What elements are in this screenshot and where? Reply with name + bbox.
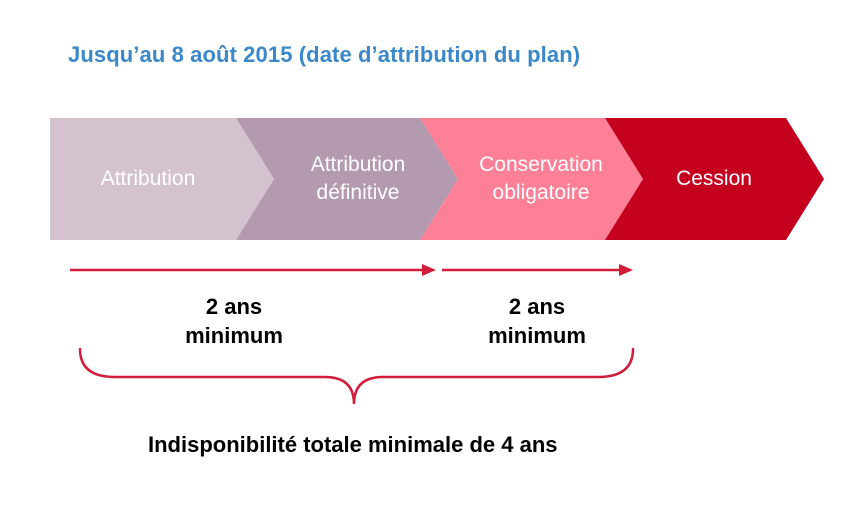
step-label-line: Cession <box>676 167 752 190</box>
total-duration-label: Indisponibilité totale minimale de 4 ans <box>148 432 558 457</box>
step-attribution-definitive-shape <box>236 118 458 240</box>
step-label-line: Attribution <box>310 153 406 176</box>
step-cession-shape <box>605 118 824 240</box>
total-brace <box>78 347 635 405</box>
diagram-title: Jusqu’au 8 août 2015 (date d’attribution… <box>68 42 581 67</box>
duration-qualifier: minimum <box>185 323 283 348</box>
step-conservation-obligatoire-shape <box>420 118 643 240</box>
step-label-line: obligatoire <box>492 181 590 204</box>
duration-value: 2 ans <box>205 294 263 319</box>
step-label-line: Conservation <box>479 153 603 176</box>
step-label-attribution-definitive: Attribution définitive <box>266 151 450 207</box>
step-label-line: Attribution <box>100 167 196 190</box>
duration-qualifier: minimum <box>488 323 586 348</box>
duration-arrow-2 <box>442 264 633 276</box>
duration-label-1: 2 ans minimum <box>144 292 324 350</box>
step-label-conservation-obligatoire: Conservation obligatoire <box>448 151 634 207</box>
step-label-cession: Cession <box>634 165 794 193</box>
step-label-line: définitive <box>316 181 400 204</box>
duration-label-2: 2 ans minimum <box>447 292 627 350</box>
step-label-attribution: Attribution <box>50 165 246 193</box>
duration-arrow-1 <box>70 264 436 276</box>
duration-value: 2 ans <box>508 294 566 319</box>
step-attribution-shape <box>50 118 274 240</box>
